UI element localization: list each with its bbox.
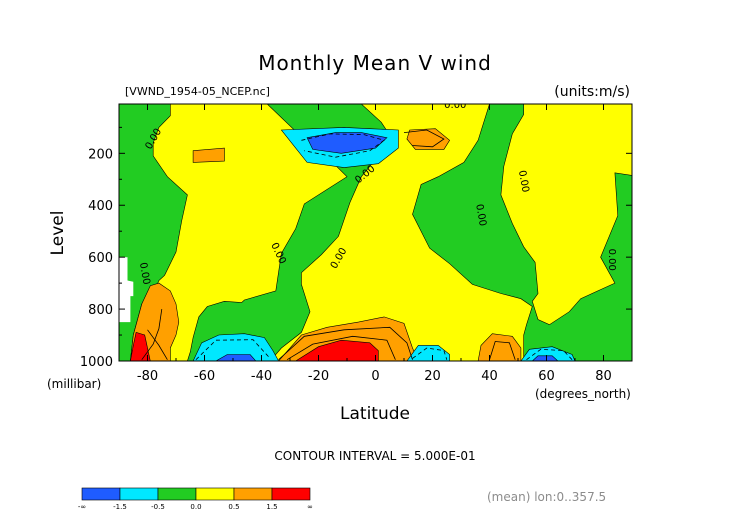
- dataset-label: [VWND_1954-05_NCEP.nc]: [125, 85, 270, 98]
- y-axis-units: (millibar): [47, 377, 101, 391]
- legend-label: 0.5: [228, 503, 239, 511]
- contour-line-positive: [286, 335, 396, 361]
- x-axis-title: Latitude: [340, 404, 410, 424]
- contour-fills: [119, 104, 632, 361]
- units-label: (units:m/s): [554, 84, 630, 100]
- plot-area: 0.000.000.000.00 0.000.000.000.000.00: [119, 100, 632, 361]
- y-tick-label: 600: [88, 251, 113, 266]
- legend-label: -1.5: [113, 503, 127, 511]
- contour-label: 0.00: [137, 262, 152, 286]
- contour-label: 0.00: [444, 100, 466, 111]
- contour-line-positive: [147, 329, 168, 360]
- legend-swatch: [233, 487, 273, 501]
- footnote: (mean) lon:0..357.5: [487, 490, 606, 504]
- contour-label: 0.00: [473, 203, 488, 227]
- contour-lines: [141, 129, 573, 361]
- contour-label: 0.00: [606, 249, 617, 271]
- x-tick-label: 40: [481, 369, 498, 384]
- legend-label: ∞: [307, 503, 313, 511]
- legend-label: 1.5: [266, 503, 277, 511]
- contour-region-red: [295, 339, 379, 361]
- x-tick-label: 80: [595, 369, 612, 384]
- contour-line-positive: [403, 129, 445, 148]
- contour-region-orange: [406, 128, 450, 150]
- contour-line-negative: [195, 339, 271, 360]
- contour-region-red: [130, 332, 151, 361]
- x-tick-label: 0: [371, 369, 379, 384]
- contour-line-positive: [489, 341, 516, 360]
- x-tick-label: 60: [538, 369, 555, 384]
- x-tick-label: -60: [194, 369, 215, 384]
- legend-label: -∞: [78, 503, 86, 511]
- x-tick-label: -20: [308, 369, 329, 384]
- contour-region-missing: [119, 257, 134, 323]
- contour-line-negative: [412, 347, 448, 360]
- contour-region-orange: [192, 147, 225, 163]
- x-axis-ticks: -80 -60 -40 -20 0 20 40 60 80: [118, 104, 633, 384]
- contour-region-yellow: [130, 104, 348, 361]
- contour-region-orange: [477, 333, 522, 361]
- contour-region-blue: [531, 355, 559, 361]
- contour-interval-label: CONTOUR INTERVAL = 5.000E-01: [274, 449, 475, 463]
- contour-region-blue: [306, 132, 388, 154]
- contour-region-cyan: [520, 346, 576, 361]
- contour-line-negative: [526, 348, 573, 361]
- legend-swatch: [271, 487, 311, 501]
- contour-region-yellow: [269, 104, 533, 361]
- legend-swatch: [195, 487, 235, 501]
- legend-swatch: [81, 487, 121, 501]
- contour-line-positive: [278, 326, 413, 360]
- y-tick-label: 400: [88, 199, 113, 214]
- legend-swatch: [157, 487, 197, 501]
- y-tick-label: 1000: [80, 355, 113, 370]
- color-legend: -∞ -1.5 -0.5 0.0 0.5 1.5 ∞: [78, 487, 313, 511]
- contour-region-blue: [215, 354, 257, 361]
- y-axis-title: Level: [48, 211, 68, 256]
- contour-line-positive: [141, 309, 163, 360]
- x-tick-label: -40: [251, 369, 272, 384]
- chart-title: Monthly Mean V wind: [258, 51, 492, 75]
- contour-region-yellow: [500, 104, 632, 326]
- contour-line-negative: [301, 133, 385, 158]
- contour-label: 0.00: [516, 170, 531, 194]
- y-axis-ticks: 200 400 600 800 1000: [80, 126, 632, 370]
- y-tick-label: 200: [88, 147, 113, 162]
- x-axis-units: (degrees_north): [535, 387, 631, 401]
- legend-swatch: [119, 487, 159, 501]
- x-tick-label: 20: [424, 369, 441, 384]
- legend-label: 0.0: [190, 503, 201, 511]
- contour-region-cyan: [406, 345, 450, 361]
- y-tick-label: 800: [88, 303, 113, 318]
- legend-label: -0.5: [151, 503, 165, 511]
- x-tick-label: -80: [137, 369, 158, 384]
- contour-region-cyan: [192, 333, 279, 361]
